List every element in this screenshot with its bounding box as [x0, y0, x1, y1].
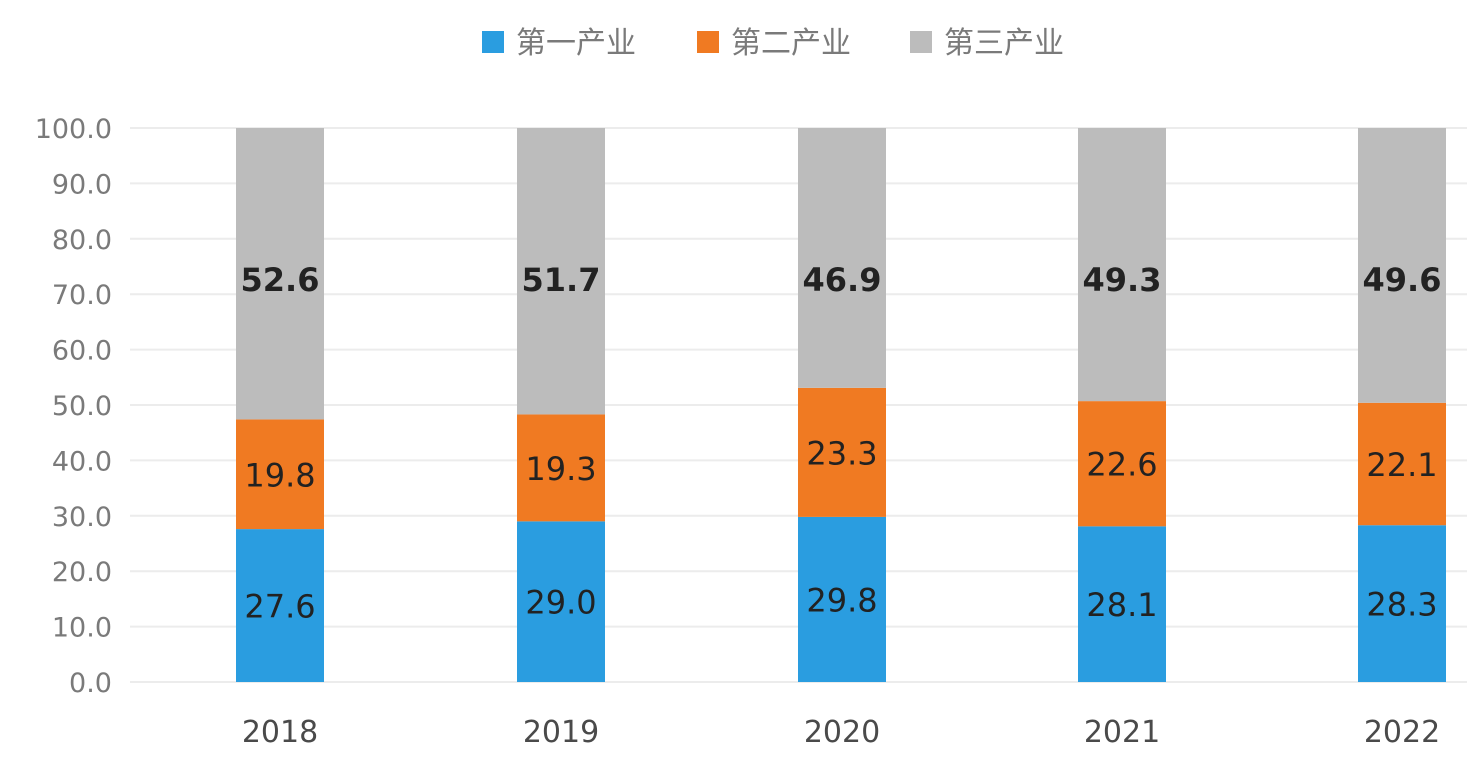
data-label: 52.6	[241, 261, 320, 299]
x-tick-label: 2021	[1084, 715, 1160, 750]
y-tick-label: 60.0	[52, 336, 112, 367]
y-tick-label: 100.0	[35, 114, 112, 145]
y-tick-label: 30.0	[52, 502, 112, 533]
y-tick-label: 50.0	[52, 391, 112, 422]
data-label: 49.3	[1083, 261, 1162, 299]
y-tick-label: 90.0	[52, 169, 112, 200]
bar-segment	[798, 387, 886, 517]
legend-swatch	[482, 31, 504, 53]
bar-segment	[1078, 128, 1166, 402]
legend-swatch	[910, 31, 932, 53]
data-label: 22.6	[1086, 446, 1157, 484]
x-tick-label: 2019	[523, 715, 599, 750]
bars	[236, 128, 1446, 682]
data-label: 51.7	[522, 261, 601, 299]
legend-swatch	[697, 31, 719, 53]
bar-segment	[236, 419, 324, 530]
x-axis-category-labels: 2018 2019 2020 2021 2022	[242, 715, 1440, 750]
data-label: 22.1	[1366, 446, 1437, 484]
x-tick-label: 2022	[1364, 715, 1440, 750]
y-tick-label: 80.0	[52, 225, 112, 256]
y-axis-tick-labels: 0.0 10.0 20.0 30.0 40.0 50.0 60.0 70.0 80.0 90.0 1…	[35, 114, 112, 699]
bar-segment	[1358, 525, 1446, 682]
y-tick-label: 70.0	[52, 280, 112, 311]
data-label: 28.3	[1366, 586, 1437, 624]
bar-segment	[1078, 526, 1166, 682]
data-label: 29.8	[806, 581, 877, 619]
data-label: 19.8	[244, 456, 315, 494]
data-labels: 27.6 19.8 52.6 29.0 19.3 51.7 29.8 23.3 46.9 28.1…	[241, 261, 1442, 625]
bar-segment	[517, 414, 605, 522]
bar-segment	[517, 128, 605, 415]
y-tick-label: 0.0	[69, 668, 112, 699]
bar-segment	[798, 516, 886, 682]
y-tick-label: 10.0	[52, 613, 112, 644]
bar-segment	[798, 128, 886, 388]
y-tick-label: 40.0	[52, 446, 112, 477]
data-label: 29.0	[525, 584, 596, 622]
bar-segment	[517, 521, 605, 682]
legend-label: 第三产业	[944, 26, 1064, 61]
legend: 第一产业 第二产业 第三产业	[482, 26, 1064, 61]
bar-segment	[1358, 402, 1446, 526]
y-tick-label: 20.0	[52, 557, 112, 588]
data-label: 46.9	[803, 261, 882, 299]
bar-segment	[1078, 401, 1166, 527]
bar-segment	[1358, 128, 1446, 403]
data-label: 28.1	[1086, 586, 1157, 624]
bar-segment	[236, 128, 324, 420]
data-label: 23.3	[806, 434, 877, 472]
legend-label: 第一产业	[516, 26, 636, 61]
legend-label: 第二产业	[731, 26, 851, 61]
bar-segment	[236, 529, 324, 682]
data-label: 49.6	[1363, 261, 1442, 299]
x-tick-label: 2020	[804, 715, 880, 750]
data-label: 19.3	[525, 450, 596, 488]
x-tick-label: 2018	[242, 715, 318, 750]
data-label: 27.6	[244, 588, 315, 626]
